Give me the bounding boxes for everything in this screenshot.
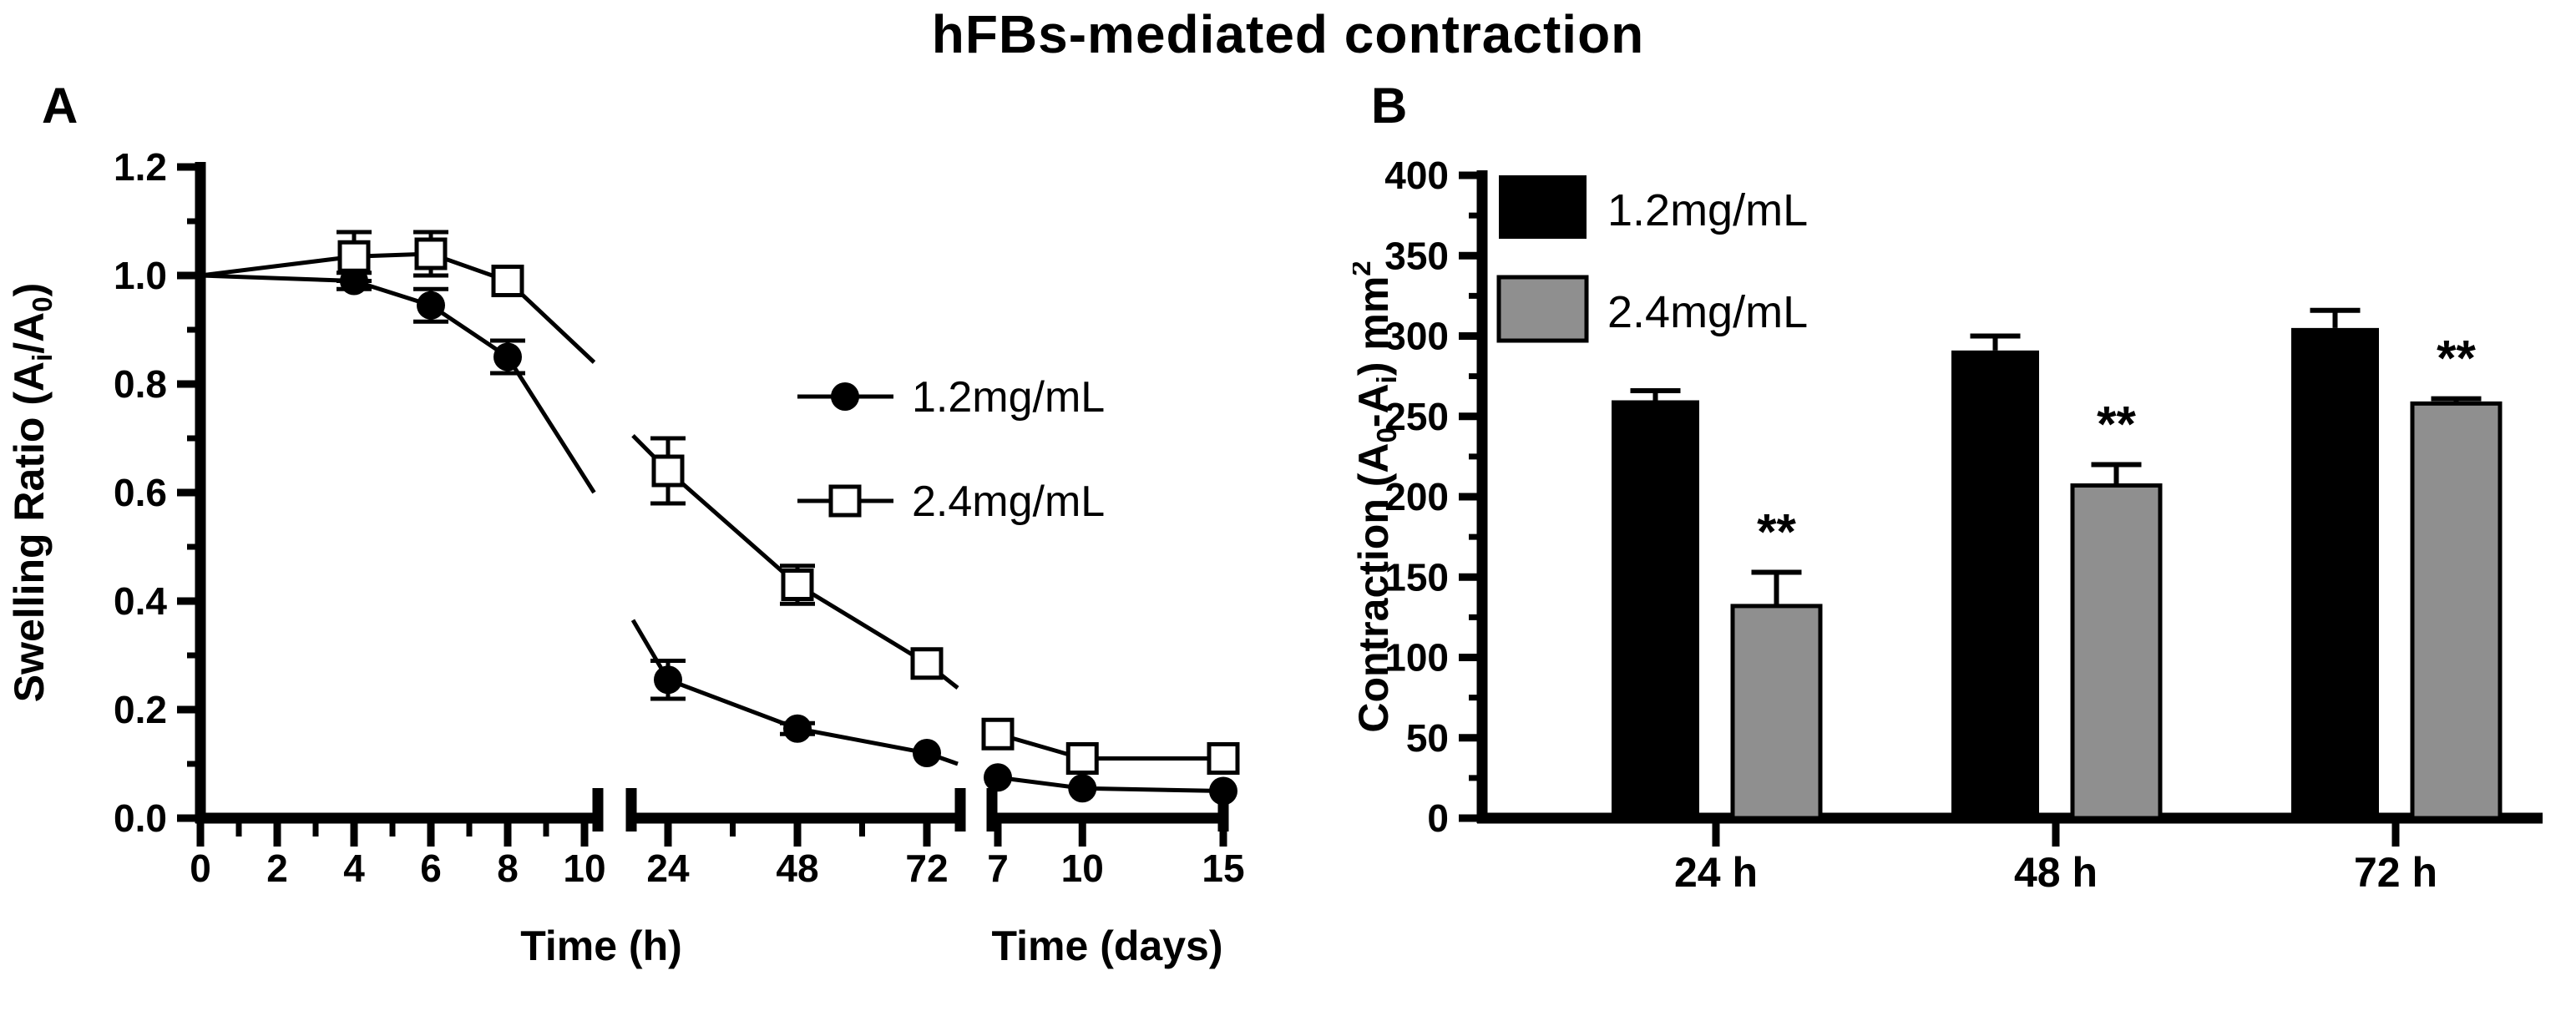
label-part: /A [6,312,53,354]
marker-open-square [981,717,1015,751]
legend-entry-1.2mg/mL: 1.2mg/mL [1499,175,1808,239]
y-tick-label: 0 [1427,796,1449,840]
label-part: 0 [27,296,58,311]
y-tick-label: 0.4 [114,579,167,623]
label-part: i [1371,376,1402,383]
legend-entry-2.4mg/mL: 2.4mg/mL [1496,275,1808,343]
label-part: Contraction (A [1353,442,1397,732]
panel-b-label: B [1371,78,1408,134]
y-tick-label: 50 [1406,716,1449,760]
marker-filled-circle [493,342,522,372]
label-part: ) mm [1353,276,1397,376]
legend-marker-filled-circle [831,382,859,411]
y-tick-label: 200 [1384,475,1449,518]
bar-72 h-1.2mg/mL [2291,327,2379,818]
legend-swatch [1499,175,1587,239]
x-tick-label: 24 [646,847,690,890]
bar-48 h-1.2mg/mL [1951,350,2039,818]
series-1.2mg/mL [200,266,1237,806]
marker-open-square [1065,742,1099,775]
marker-open-square [781,569,814,601]
y-tick-label: 0.0 [114,796,167,840]
x-axis-title: Time (h) [520,922,682,969]
y-tick-label: 0.2 [114,688,167,731]
x-category-label: 72 h [2354,849,2437,896]
label-part: i [27,354,58,361]
x-tick-label: 6 [420,847,442,890]
panel-a-label: A [42,78,78,134]
marker-open-square [414,237,448,270]
significance-marker: ** [2437,331,2476,387]
label-part: -A [1353,383,1397,427]
label-part: ) [6,283,53,297]
x-tick-label: 4 [343,847,365,890]
label-part: 2 [1353,260,1376,275]
x-tick-label: 8 [497,847,519,890]
marker-open-square [337,240,371,273]
marker-open-square [910,647,944,680]
x-tick-label: 2 [266,847,288,890]
y-tick-label: 400 [1384,154,1449,197]
legend-swatch [1496,275,1589,343]
y-tick-label: 350 [1384,234,1449,277]
marker-filled-circle [984,763,1012,792]
bar-48 h-2.4mg/mL [2070,483,2163,821]
label-part: 0 [1371,427,1402,442]
x-tick-label: 48 [776,847,818,890]
y-axis-title: Contraction (A0-Ai) mm2 [1353,260,1402,732]
x-tick-label: 15 [1202,847,1244,890]
x-tick-label: 72 [905,847,948,890]
x-axis-title: Time (days) [992,922,1223,969]
series-line [200,251,596,364]
series-2.4mg/mL [200,230,1240,775]
marker-filled-circle [912,739,941,767]
y-tick-label: 300 [1384,315,1449,358]
series-line [997,775,1224,793]
bar-72 h-2.4mg/mL [2410,401,2503,821]
marker-filled-circle [417,291,445,320]
x-tick-label: 0 [190,847,211,890]
marker-open-square [1207,742,1240,775]
x-category-label: 48 h [2014,849,2098,896]
bar-24 h-1.2mg/mL [1612,400,1699,818]
bar-series-2.4mg/mL: ** ** ** [1730,331,2503,821]
marker-open-square [651,454,685,488]
y-tick-label: 250 [1384,395,1449,438]
legend-entry-1.2mg/mL: 1.2mg/mL [797,373,1105,422]
significance-marker: ** [2097,397,2136,452]
y-tick-label: 1.2 [114,145,167,189]
y-tick-label: 100 [1384,636,1449,680]
x-category-label: 24 h [1674,849,1758,896]
legend-marker-open-square [828,484,862,518]
marker-open-square [491,265,524,297]
x-tick-label: 10 [1061,847,1104,890]
y-tick-label: 1.0 [114,254,167,297]
series-line [997,731,1223,761]
legend-entry-2.4mg/mL: 2.4mg/mL [797,478,1105,526]
marker-filled-circle [1068,774,1097,803]
x-tick-label: 7 [987,847,1009,890]
figure-title: hFBs-mediated contraction [931,4,1645,64]
marker-filled-circle [654,665,682,695]
significance-marker: ** [1757,503,1796,559]
y-tick-label: 0.8 [114,362,167,406]
y-axis-title: Swelling Ratio (Ai/A0) [6,283,58,703]
marker-filled-circle [782,714,812,743]
panel-a-chart: 0.0 0.2 0.4 0.6 0.8 1.0 1.2 Swelling Ratio (Ai/… [6,145,1245,969]
legend-label: 2.4mg/mL [1607,287,1808,337]
x-tick-label: 10 [563,847,605,890]
marker-filled-circle [1209,776,1237,806]
bar-24 h-2.4mg/mL [1730,604,1823,821]
legend-label: 2.4mg/mL [912,478,1105,526]
y-tick-label: 150 [1384,555,1449,599]
y-tick-label: 0.6 [114,471,167,514]
label-part: Swelling Ratio (A [6,361,53,702]
bar-series-1.2mg/mL [1612,307,2379,818]
legend-label: 1.2mg/mL [1607,185,1808,235]
legend-label: 1.2mg/mL [912,373,1105,422]
